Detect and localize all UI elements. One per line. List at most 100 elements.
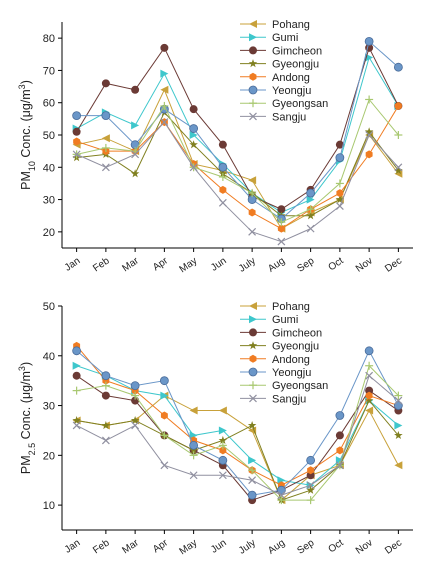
data-point [335, 202, 344, 210]
series-line [76, 374, 399, 496]
y-tick-label: 20 [43, 450, 55, 462]
data-point [364, 346, 374, 356]
data-point [276, 485, 286, 495]
data-point [159, 376, 169, 386]
x-tick-label: Oct [327, 537, 346, 555]
data-point [335, 153, 345, 163]
data-point [160, 85, 169, 94]
data-point [160, 461, 169, 470]
legend-label: Sangju [272, 111, 306, 123]
data-point [306, 195, 315, 204]
data-point [335, 195, 345, 204]
series-sangju [72, 371, 403, 500]
data-point [394, 391, 403, 400]
legend-item: Andong [240, 354, 310, 366]
data-point [393, 401, 403, 410]
series-gyeongju [72, 396, 403, 504]
data-point [394, 163, 403, 172]
series-gumi [72, 53, 403, 217]
data-point [101, 143, 110, 152]
data-point [277, 496, 286, 505]
data-point [394, 101, 402, 110]
data-point [394, 396, 403, 405]
data-point [72, 371, 81, 380]
data-point [131, 391, 140, 400]
x-tick-label: July [237, 255, 258, 274]
data-point [72, 415, 81, 425]
series-line [76, 375, 399, 501]
y-tick-label: 30 [43, 401, 55, 413]
data-point [218, 435, 228, 445]
data-point [189, 431, 198, 440]
data-point [160, 411, 168, 420]
y-tick-label: 30 [43, 195, 55, 207]
legend-item: Gumi [240, 314, 298, 326]
data-point [277, 205, 286, 214]
series-line [76, 364, 399, 501]
data-point [306, 455, 316, 465]
data-point [218, 441, 227, 450]
data-point [160, 69, 169, 78]
legend-label: Gumi [272, 32, 298, 44]
data-point [248, 466, 257, 475]
legend-item: Gumi [240, 32, 298, 44]
x-tick-label: Aug [266, 537, 287, 556]
y-tick-label: 40 [43, 162, 55, 174]
legend-label: Pohang [272, 301, 310, 313]
y-tick-label: 60 [43, 98, 55, 110]
legend-marker [249, 394, 257, 403]
data-point [101, 163, 110, 172]
x-tick-label: Dec [383, 255, 404, 274]
data-point [160, 118, 169, 127]
data-point [306, 205, 315, 214]
data-point [160, 101, 169, 110]
legend-label: Gimcheon [272, 327, 322, 339]
x-tick-label: May [178, 537, 200, 557]
legend-item: Yeongju [240, 85, 311, 97]
legend-marker [249, 72, 257, 81]
data-point [218, 471, 227, 480]
x-tick-label: Nov [354, 255, 375, 274]
data-point [189, 406, 198, 415]
data-point [101, 381, 110, 390]
data-point [364, 36, 374, 46]
data-point [219, 185, 227, 194]
legend-marker [248, 85, 258, 95]
data-point [189, 124, 199, 133]
data-point [365, 361, 374, 370]
y-tick-label: 50 [43, 130, 55, 142]
data-point [73, 137, 81, 146]
data-point [277, 476, 286, 485]
y-tick-label: 50 [43, 301, 55, 313]
legend-item: Sangju [240, 111, 306, 123]
data-point [365, 95, 374, 104]
series-gimcheon [72, 43, 403, 214]
data-point [72, 361, 81, 370]
data-point [365, 386, 374, 395]
legend-marker [249, 354, 257, 363]
legend-label: Yeongju [272, 367, 311, 379]
legend-item: Sangju [240, 393, 306, 405]
series-line [76, 46, 399, 210]
data-point [101, 111, 111, 121]
chart-2: 10 20 30 40 50 Jan Feb Mar Apr May Jun July Aug Sep Oc… [17, 301, 413, 557]
legend-label: Gyeongsan [272, 98, 328, 110]
x-tick-label: Sep [295, 537, 316, 556]
data-point [189, 131, 198, 139]
data-point [335, 411, 345, 420]
data-point [394, 166, 403, 175]
legend-item: Gyeongsan [240, 98, 328, 110]
legend-label: Gyeongju [272, 341, 319, 353]
legend-item: Yeongju [240, 367, 311, 379]
data-point [365, 391, 373, 400]
data-point [394, 421, 403, 430]
data-point [248, 476, 257, 485]
y-tick-label: 40 [43, 351, 55, 363]
x-tick-label: Mar [120, 537, 141, 556]
data-point [306, 481, 315, 490]
legend-item: Pohang [240, 19, 310, 31]
data-point [189, 471, 198, 480]
data-point [130, 415, 140, 425]
x-tick-label: Mar [120, 255, 141, 274]
